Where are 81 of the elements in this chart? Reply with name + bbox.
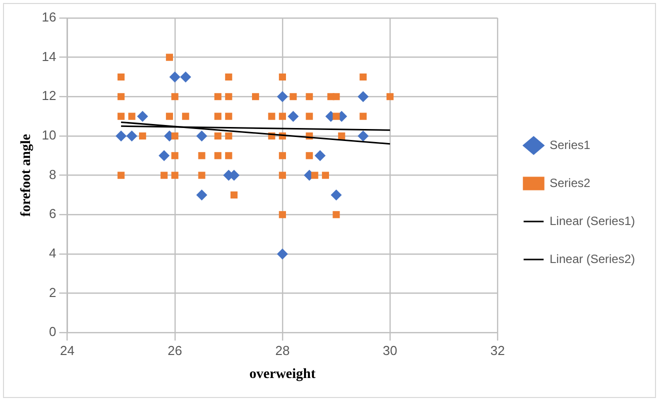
- point: [278, 152, 286, 160]
- y-tick-label: 8: [49, 166, 56, 182]
- point: [322, 172, 330, 179]
- point: [198, 172, 206, 179]
- point: [158, 150, 170, 162]
- point: [306, 93, 313, 100]
- point: [118, 73, 125, 81]
- point: [225, 152, 232, 160]
- point: [166, 112, 174, 120]
- point: [330, 189, 342, 200]
- point: [196, 130, 208, 142]
- point: [278, 112, 286, 120]
- point: [332, 93, 340, 100]
- point: [139, 132, 146, 140]
- legend-label: Series1: [550, 138, 591, 152]
- point: [214, 132, 222, 140]
- point: [196, 189, 208, 200]
- y-tick-label: 16: [42, 10, 56, 25]
- point: [118, 112, 125, 120]
- point: [118, 93, 125, 100]
- legend-label: Linear (Series2): [550, 252, 636, 266]
- point: [214, 93, 222, 100]
- point: [332, 211, 340, 218]
- point: [278, 73, 286, 81]
- y-tick-label: 10: [42, 128, 56, 143]
- point: [360, 73, 367, 81]
- y-tick-label: 12: [42, 88, 56, 104]
- point: [230, 191, 238, 198]
- point: [180, 71, 192, 82]
- point: [278, 172, 286, 179]
- point: [225, 112, 232, 120]
- point: [198, 152, 206, 160]
- point: [166, 54, 174, 61]
- point: [225, 73, 232, 81]
- point: [358, 130, 369, 142]
- point: [252, 93, 260, 100]
- point: [278, 211, 286, 218]
- point: [126, 130, 138, 142]
- point: [128, 112, 136, 120]
- point: [225, 93, 232, 100]
- y-tick-label: 6: [49, 206, 56, 222]
- point: [332, 112, 340, 120]
- point: [338, 132, 346, 140]
- point: [290, 93, 297, 100]
- point: [182, 112, 190, 120]
- point: [171, 152, 178, 160]
- point: [314, 150, 326, 162]
- point: [171, 172, 178, 179]
- x-tick-label: 30: [382, 342, 398, 358]
- legend-label: Series2: [550, 176, 591, 190]
- point: [358, 91, 369, 102]
- y-tick-label: 14: [42, 48, 56, 64]
- point: [268, 112, 276, 120]
- point: [137, 110, 148, 122]
- point: [116, 130, 127, 142]
- point: [276, 91, 288, 102]
- point: [214, 112, 222, 120]
- y-tick-label: 4: [49, 246, 56, 261]
- point: [386, 93, 394, 100]
- y-tick-label: 0: [49, 324, 56, 340]
- point: [311, 172, 318, 179]
- x-tick-label: 26: [168, 342, 182, 358]
- point: [360, 112, 367, 120]
- y-tick-label: 2: [49, 284, 56, 300]
- point: [160, 172, 168, 179]
- legend-label: Linear (Series1): [550, 214, 636, 228]
- point: [171, 93, 178, 100]
- point: [288, 110, 299, 122]
- point: [306, 152, 313, 160]
- point: [171, 132, 178, 140]
- x-tick-label: 28: [275, 342, 290, 358]
- y-axis-title: forefoot angle: [19, 134, 34, 217]
- point: [214, 152, 222, 160]
- point: [225, 132, 232, 140]
- point: [276, 248, 288, 260]
- point: [306, 112, 313, 120]
- point: [118, 172, 125, 179]
- x-axis-title: overweight: [249, 367, 316, 382]
- x-tick-label: 24: [60, 342, 74, 358]
- x-tick-label: 32: [490, 342, 505, 358]
- point: [169, 71, 180, 82]
